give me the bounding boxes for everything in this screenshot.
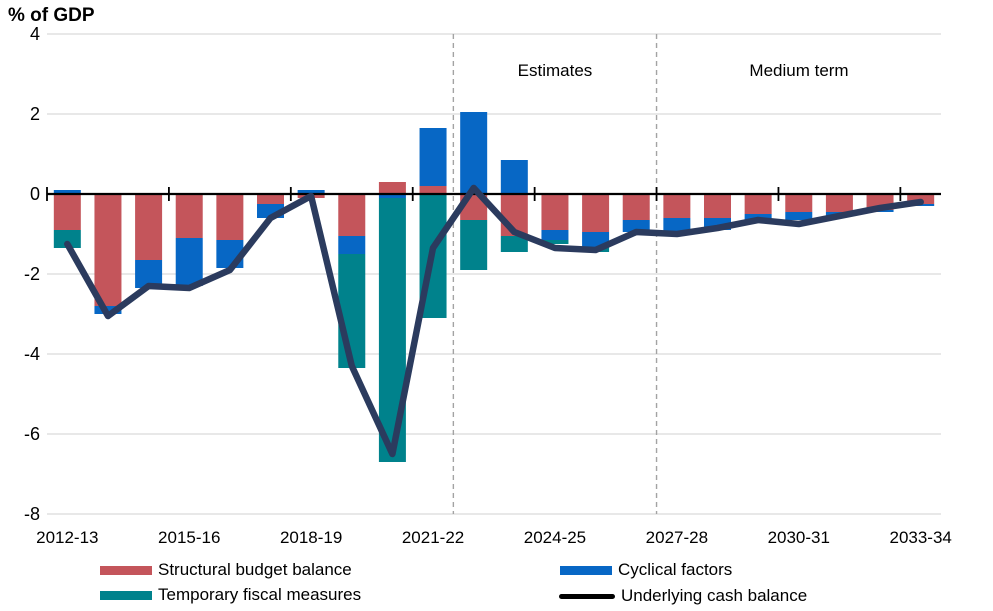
structural-swatch-icon (100, 565, 152, 575)
bar-structural-2028-29 (704, 194, 731, 218)
xtick-label-2021-22: 2021-22 (402, 528, 464, 547)
bar-cyclical-2021-22 (419, 128, 447, 186)
cyclical-swatch-icon (560, 565, 612, 575)
ytick-label--6: -6 (24, 424, 40, 444)
xtick-label-2024-25: 2024-25 (524, 528, 586, 547)
temporary-swatch-icon (100, 590, 152, 600)
bar-structural-2026-27 (622, 194, 650, 220)
ytick-label--4: -4 (24, 344, 40, 364)
bar-structural-2021-22 (419, 186, 447, 194)
bar-cyclical-2022-23 (460, 112, 488, 194)
bar-temporary-2024-25 (541, 240, 569, 244)
bar-structural-2015-16 (175, 194, 203, 238)
bar-structural-2024-25 (541, 194, 569, 230)
underlying-cash-balance-line (64, 184, 924, 458)
bar-cyclical-2030-31 (785, 212, 813, 220)
bar-cyclical-2019-20 (338, 236, 366, 254)
ytick-label-0: 0 (30, 184, 40, 204)
bar-structural-2014-15 (135, 194, 163, 260)
bar-cyclical-2018-19 (297, 190, 325, 194)
legend-label-cyclical: Cyclical factors (618, 560, 733, 579)
xtick-label-2018-19: 2018-19 (280, 528, 342, 547)
bar-structural-2017-18 (257, 194, 284, 204)
xtick-label-2033-34: 2033-34 (889, 528, 951, 547)
bar-temporary-2022-23 (460, 220, 488, 270)
bar-cyclical-2024-25 (541, 230, 569, 240)
xtick-label-2012-13: 2012-13 (36, 528, 98, 547)
bar-cyclical-2023-24 (500, 160, 528, 194)
xtick-label-2027-28: 2027-28 (646, 528, 708, 547)
legend-item-temporary: Temporary fiscal measures (100, 585, 361, 605)
ucb-line-swatch-icon (559, 593, 615, 599)
bar-structural-2030-31 (785, 194, 813, 212)
bar-temporary-2023-24 (500, 236, 528, 252)
annotation-medium-term: Medium term (749, 61, 849, 80)
legend-item-cyclical: Cyclical factors (560, 560, 732, 580)
bar-temporary-2019-20 (338, 254, 366, 368)
bar-structural-2029-30 (744, 194, 772, 214)
xtick-label-2030-31: 2030-31 (768, 528, 830, 547)
bar-structural-2027-28 (663, 194, 691, 218)
ytick-label--8: -8 (24, 504, 40, 524)
legend-label-temporary: Temporary fiscal measures (158, 585, 362, 604)
legend-label-ucb: Underlying cash balance (621, 586, 808, 605)
bar-structural-2031-32 (825, 194, 853, 212)
bar-structural-2013-14 (94, 194, 122, 306)
bar-structural-2019-20 (338, 194, 366, 236)
ytick-label-4: 4 (30, 24, 40, 44)
bar-structural-2025-26 (582, 194, 610, 232)
legend-item-ucb: Underlying cash balance (559, 586, 807, 606)
bar-structural-2020-21 (378, 182, 406, 194)
bar-cyclical-2012-13 (53, 190, 81, 194)
ytick-label--2: -2 (24, 264, 40, 284)
y-axis-title: % of GDP (8, 5, 95, 26)
bar-structural-2016-17 (216, 194, 244, 240)
bar-temporary-2012-13 (53, 230, 81, 248)
bar-cyclical-2015-16 (175, 238, 203, 286)
bar-cyclical-2020-21 (378, 194, 406, 198)
annotation-estimates: Estimates (517, 61, 593, 80)
legend-item-structural: Structural budget balance (100, 560, 352, 580)
legend-label-structural: Structural budget balance (158, 560, 352, 579)
bar-structural-2012-13 (53, 194, 81, 230)
ytick-label-2: 2 (30, 104, 40, 124)
bar-cyclical-2026-27 (622, 220, 650, 232)
xtick-label-2015-16: 2015-16 (158, 528, 220, 547)
